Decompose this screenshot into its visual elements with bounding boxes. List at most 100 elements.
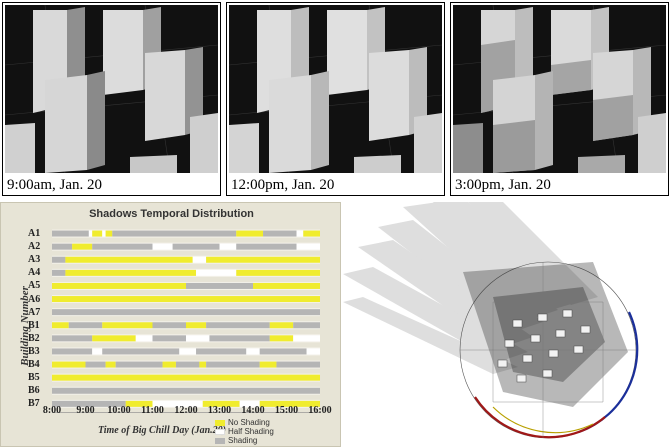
row-label-a5: A5 xyxy=(28,280,41,292)
segment-b2-7 xyxy=(293,335,320,342)
segment-b3-6 xyxy=(259,348,307,355)
x-tick-1: 9:00 xyxy=(76,405,95,416)
row-label-a2: A2 xyxy=(28,241,41,253)
row-label-a1: A1 xyxy=(28,228,41,239)
segment-b3-1 xyxy=(92,348,103,355)
segment-b1-6 xyxy=(269,322,294,329)
legend-swatch-shading xyxy=(215,437,225,444)
segment-b2-2 xyxy=(135,335,153,342)
segment-b3-3 xyxy=(179,348,197,355)
row-label-b6: B6 xyxy=(28,385,40,397)
ground-grid xyxy=(460,262,636,438)
sun-path-arc-red xyxy=(474,396,606,439)
segment-a2-7 xyxy=(296,243,320,250)
segment-b7-2 xyxy=(152,400,203,407)
segment-a2-0 xyxy=(52,243,73,250)
sun-path-arc-yellow xyxy=(492,406,594,434)
legend-item-no-shading: No Shading xyxy=(215,418,270,427)
x-tick-4: 12:00 xyxy=(174,405,198,416)
segment-b3-2 xyxy=(102,348,180,355)
segment-a5-0 xyxy=(52,282,186,289)
row-label-a6: A6 xyxy=(28,293,41,305)
segment-b2-4 xyxy=(186,335,210,342)
x-tick-2: 10:00 xyxy=(107,405,131,416)
segment-b7-1 xyxy=(125,400,153,407)
render-3pm-image xyxy=(453,5,666,173)
x-tick-8: 16:00 xyxy=(308,405,332,416)
shadow-mass xyxy=(463,262,628,407)
render-panel-9am: 9:00am, Jan. 20 xyxy=(2,2,221,196)
segment-a3-2 xyxy=(192,256,207,263)
render-panel-12pm: 12:00pm, Jan. 20 xyxy=(226,2,445,196)
segment-b7-5 xyxy=(259,400,320,407)
segment-a1-7 xyxy=(263,230,297,237)
segment-b2-6 xyxy=(269,335,294,342)
legend-item-shading: Shading xyxy=(215,436,257,445)
segment-b6-0 xyxy=(52,387,320,394)
segment-b4-2 xyxy=(105,361,116,368)
building-blocks xyxy=(497,309,591,383)
legend-label-shading: Shading xyxy=(228,436,258,445)
segment-b1-3 xyxy=(152,322,186,329)
segment-a4-2 xyxy=(196,269,237,276)
segment-b7-3 xyxy=(202,400,240,407)
segment-a2-6 xyxy=(236,243,297,250)
panel-caption-12pm: 12:00pm, Jan. 20 xyxy=(231,177,335,193)
segment-a6-0 xyxy=(52,296,320,303)
legend-item-half-shading: Half Shading xyxy=(215,427,274,436)
segment-a4-3 xyxy=(236,269,320,276)
segment-b1-0 xyxy=(52,322,69,329)
row-label-b3: B3 xyxy=(28,345,40,357)
render-panel-3pm: 3:00pm, Jan. 20 xyxy=(450,2,669,196)
segment-a3-3 xyxy=(206,256,320,263)
segment-a2-2 xyxy=(92,243,153,250)
segment-b4-7 xyxy=(206,361,260,368)
segment-a1-5 xyxy=(112,230,237,237)
row-label-b1: B1 xyxy=(28,319,40,331)
segment-b2-3 xyxy=(152,335,186,342)
panel-caption-3pm: 3:00pm, Jan. 20 xyxy=(455,177,551,193)
segment-a1-6 xyxy=(236,230,264,237)
segment-b1-7 xyxy=(293,322,320,329)
segment-a3-1 xyxy=(65,256,193,263)
row-label-b5: B5 xyxy=(28,372,40,384)
segment-a5-1 xyxy=(186,282,253,289)
segment-b3-0 xyxy=(52,348,93,355)
segment-a1-1 xyxy=(88,230,93,237)
row-label-b2: B2 xyxy=(28,332,40,344)
shadow-projection-diagram xyxy=(343,202,669,447)
segment-a1-0 xyxy=(52,230,89,237)
segment-a1-8 xyxy=(296,230,304,237)
render-12pm-image xyxy=(229,5,442,173)
shadow-core xyxy=(493,287,605,382)
segment-b1-4 xyxy=(186,322,207,329)
segment-b2-0 xyxy=(52,335,93,342)
row-label-b4: B4 xyxy=(28,359,40,370)
legend-swatch-half-shading xyxy=(215,428,225,435)
shadow-streaks xyxy=(343,202,598,374)
segment-b4-9 xyxy=(276,361,320,368)
segment-b2-5 xyxy=(209,335,270,342)
render-9am-image xyxy=(5,5,218,173)
render-views-row: 9:00am, Jan. 20 12:00pm, Jan. 20 xyxy=(0,0,671,198)
legend-label-half-shading: Half Shading xyxy=(228,427,274,436)
segment-a2-1 xyxy=(72,243,93,250)
segment-b3-7 xyxy=(306,348,320,355)
segment-a1-4 xyxy=(105,230,113,237)
segment-b7-0 xyxy=(52,400,126,407)
segment-b3-4 xyxy=(196,348,247,355)
chart-plot-area xyxy=(52,229,320,413)
segment-a1-9 xyxy=(303,230,320,237)
segment-a1-2 xyxy=(92,230,103,237)
x-tick-7: 15:00 xyxy=(274,405,299,416)
segment-b4-4 xyxy=(162,361,176,368)
segment-a4-0 xyxy=(52,269,66,276)
segment-b1-2 xyxy=(102,322,153,329)
segment-a7-0 xyxy=(52,309,320,316)
segment-a1-3 xyxy=(102,230,106,237)
segment-a5-2 xyxy=(253,282,320,289)
row-label-a4: A4 xyxy=(28,267,41,279)
segment-b4-6 xyxy=(199,361,207,368)
segment-b4-1 xyxy=(85,361,106,368)
segment-b3-5 xyxy=(246,348,260,355)
